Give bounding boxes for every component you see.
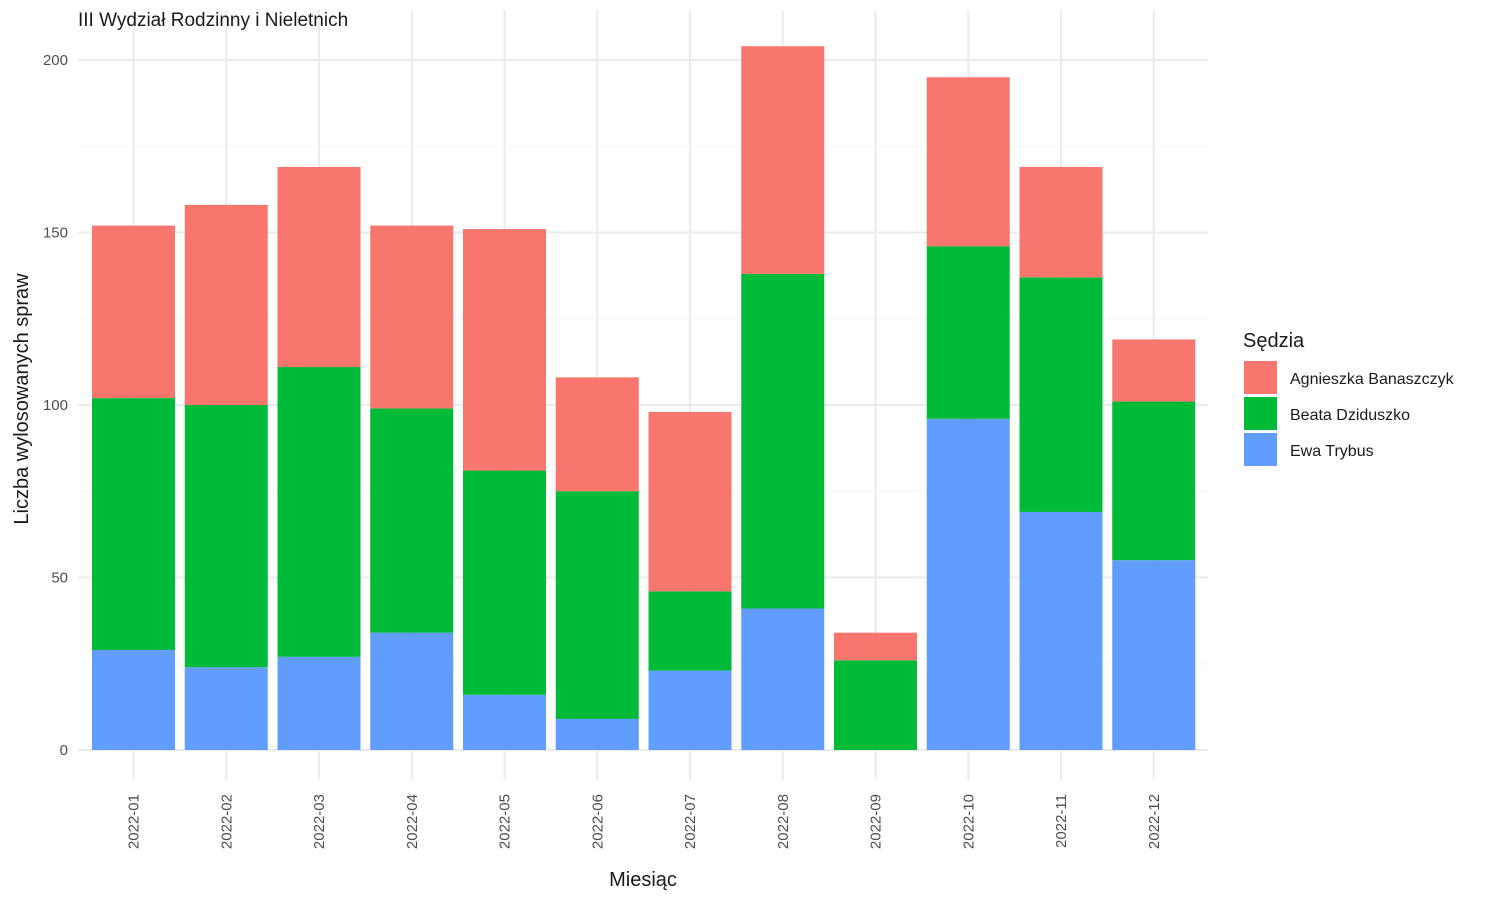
bar-segment <box>463 229 546 471</box>
legend-label: Beata Dziduszko <box>1290 407 1410 424</box>
bar-segment <box>741 608 825 750</box>
legend: Sędzia Agnieszka Banaszczyk Beata Dzidusz… <box>1243 330 1455 466</box>
bar-segment <box>370 408 454 633</box>
x-tick-label: 2022-03 <box>311 794 328 849</box>
x-tick-label: 2022-07 <box>682 794 699 849</box>
bar-segment <box>277 367 361 657</box>
bar-segment <box>926 77 1010 247</box>
bar-segment <box>555 718 639 750</box>
bar-segment <box>92 398 175 650</box>
legend-swatch <box>1244 361 1277 394</box>
bar-segment <box>92 649 175 750</box>
y-tick-label: 150 <box>43 225 68 242</box>
bar-segment <box>277 166 361 368</box>
bar-segment <box>648 411 732 592</box>
y-tick-label: 100 <box>43 397 68 414</box>
x-tick-label: 2022-04 <box>404 794 421 849</box>
chart-title: III Wydział Rodzinny i Nieletnich <box>78 10 348 31</box>
bar-segment <box>555 377 639 492</box>
x-axis-title: Miesiąc <box>609 869 677 891</box>
bar-segment <box>463 694 546 750</box>
bar-segment <box>1019 166 1103 278</box>
x-tick-label: 2022-02 <box>218 794 235 849</box>
x-axis-ticks: 2022-01 2022-02 2022-03 2022-04 2022-05 2022-… <box>126 794 1163 849</box>
bar-segment <box>184 667 268 750</box>
bars <box>92 46 1196 750</box>
bar-segment <box>834 660 917 750</box>
y-axis-title: Liczba wylosowanych spraw <box>11 273 33 525</box>
bar-segment <box>463 470 546 695</box>
bar-segment <box>741 273 825 609</box>
bar-segment <box>741 46 825 274</box>
bar-segment <box>1112 339 1196 402</box>
bar-segment <box>1019 511 1103 750</box>
bar-segment <box>277 656 361 750</box>
bar-segment <box>926 246 1010 419</box>
x-tick-label: 2022-01 <box>126 794 143 849</box>
bar-segment <box>555 491 639 719</box>
bar-segment <box>648 670 732 750</box>
bar-segment <box>1019 277 1103 512</box>
bar-segment <box>648 591 732 671</box>
legend-swatch <box>1244 397 1277 430</box>
y-tick-label: 200 <box>43 52 68 69</box>
legend-title: Sędzia <box>1243 330 1305 352</box>
bar-segment <box>92 225 175 399</box>
y-axis-ticks: 0 50 100 150 200 <box>43 52 68 759</box>
x-tick-label: 2022-08 <box>775 794 792 849</box>
legend-swatch <box>1244 433 1277 466</box>
bar-segment <box>184 405 268 668</box>
bar-segment <box>926 418 1010 750</box>
bar-segment <box>184 204 268 405</box>
x-tick-label: 2022-06 <box>589 794 606 849</box>
x-tick-label: 2022-11 <box>1053 794 1070 848</box>
y-tick-label: 0 <box>60 742 68 759</box>
bar-segment <box>370 632 454 750</box>
x-tick-label: 2022-05 <box>497 794 514 849</box>
x-tick-label: 2022-12 <box>1146 794 1163 849</box>
x-tick-label: 2022-09 <box>868 794 885 849</box>
x-tick-label: 2022-10 <box>960 794 977 849</box>
bar-segment <box>1112 560 1196 750</box>
y-tick-label: 50 <box>51 570 68 587</box>
legend-label: Agnieszka Banaszczyk <box>1290 371 1455 388</box>
bar-segment <box>834 632 917 661</box>
bar-segment <box>370 225 454 409</box>
bar-segment <box>1112 401 1196 561</box>
legend-label: Ewa Trybus <box>1290 443 1374 460</box>
